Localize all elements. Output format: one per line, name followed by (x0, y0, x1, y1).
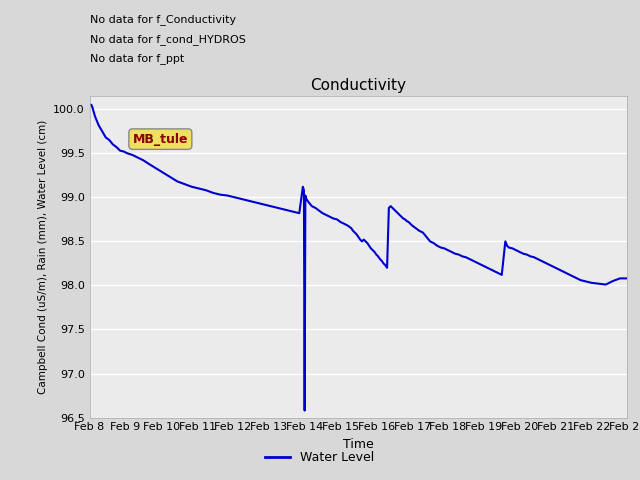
Text: No data for f_Conductivity: No data for f_Conductivity (90, 14, 236, 25)
Text: No data for f_cond_HYDROS: No data for f_cond_HYDROS (90, 34, 246, 45)
Legend: Water Level: Water Level (260, 446, 380, 469)
Text: MB_tule: MB_tule (132, 132, 188, 145)
Title: Conductivity: Conductivity (310, 78, 406, 94)
X-axis label: Time: Time (343, 438, 374, 451)
Y-axis label: Campbell Cond (uS/m), Rain (mm), Water Level (cm): Campbell Cond (uS/m), Rain (mm), Water L… (38, 120, 47, 394)
Text: No data for f_ppt: No data for f_ppt (90, 53, 184, 64)
